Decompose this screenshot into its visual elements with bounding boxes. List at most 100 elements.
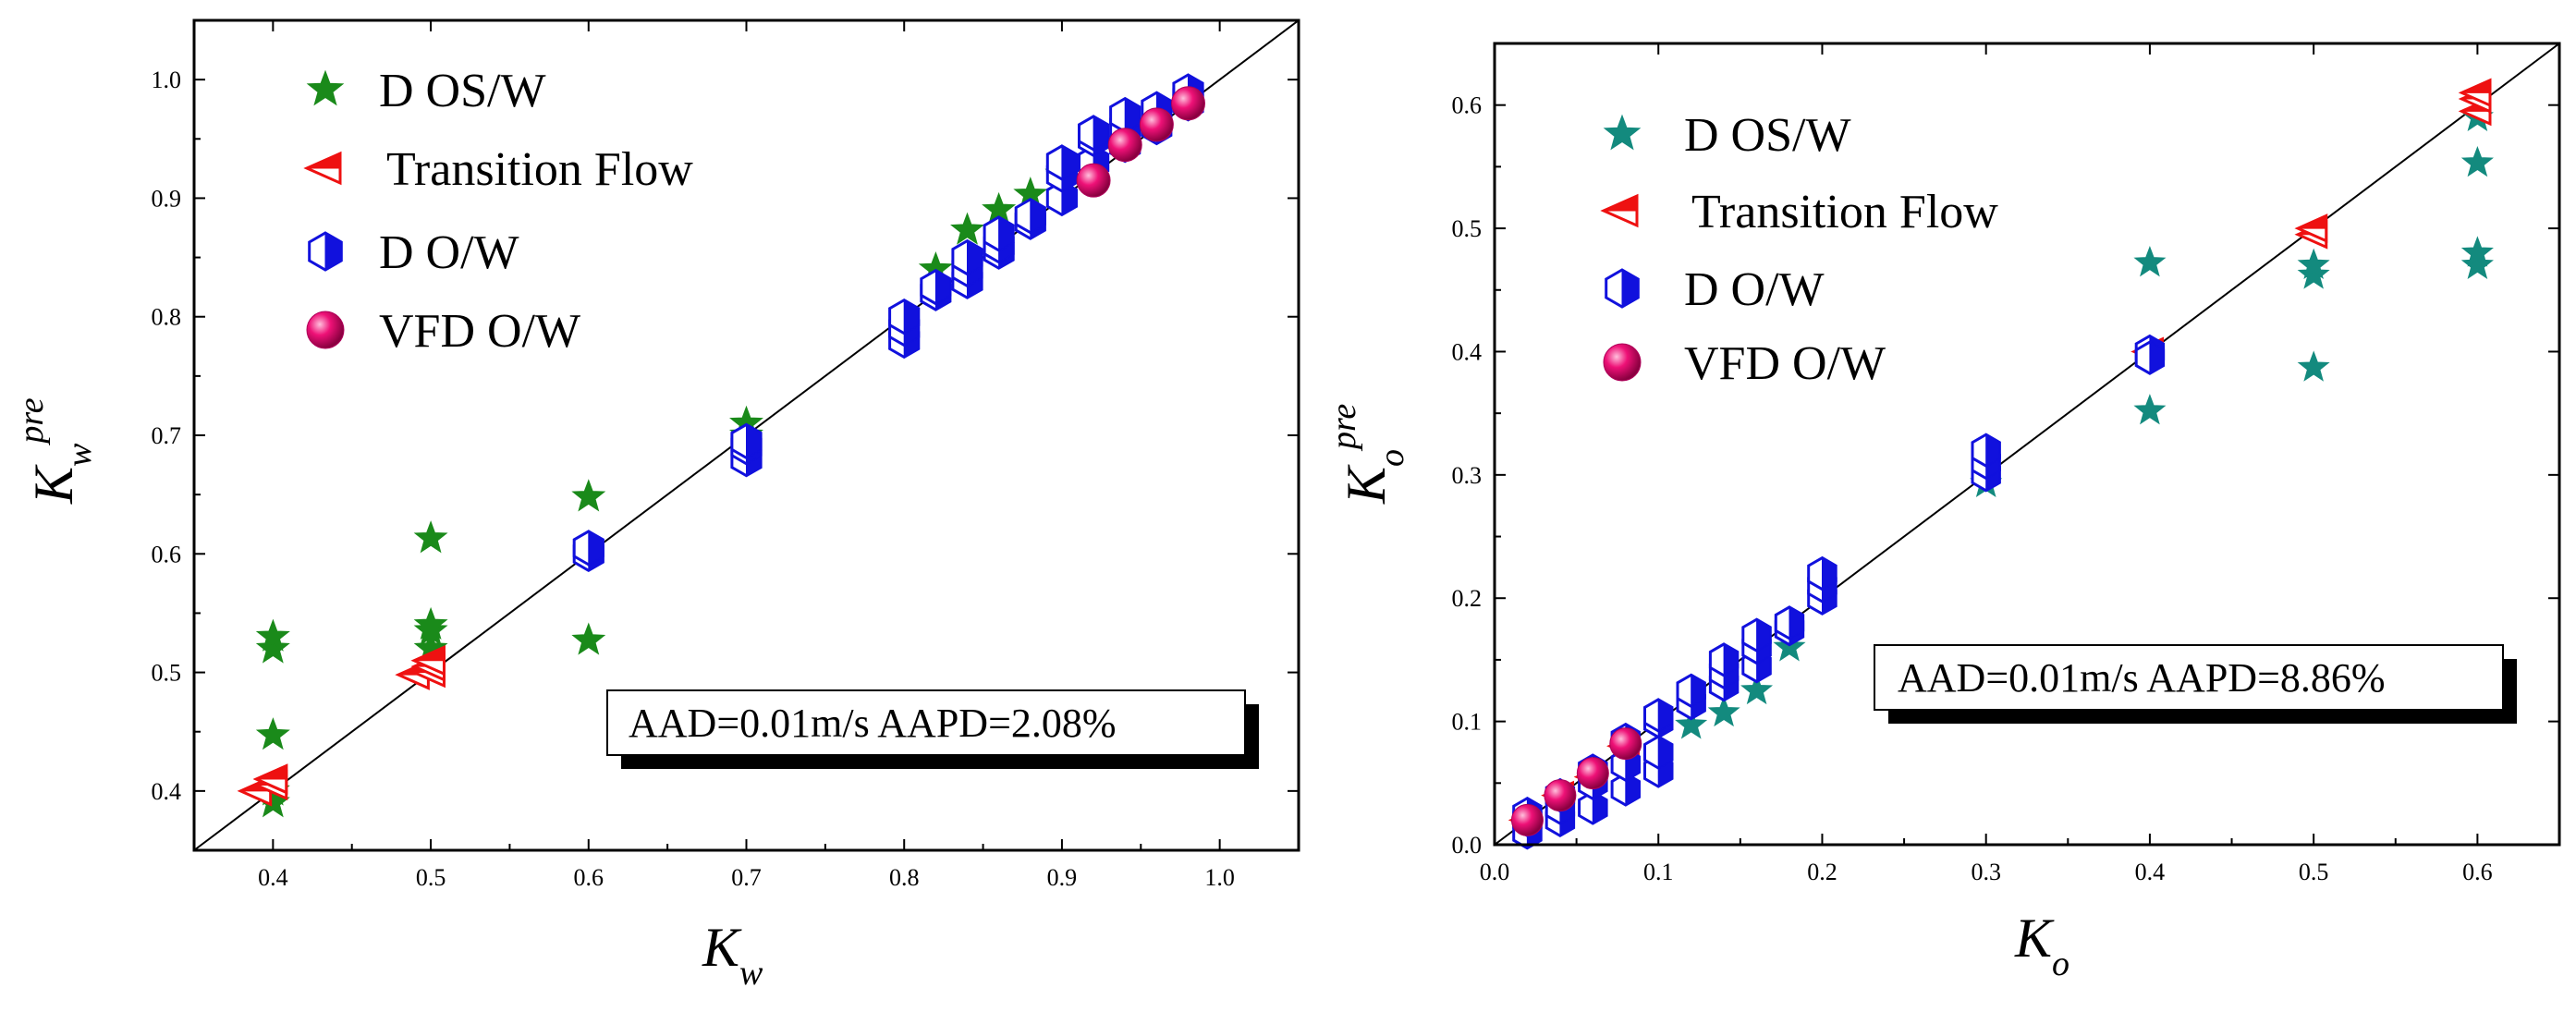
data-point — [1510, 803, 1544, 836]
data-point — [920, 268, 952, 306]
data-point — [2133, 245, 2167, 277]
chart-left: 0.4 0.5 0.6 0.7 0.8 0.9 1.0 0.4 0.5 0.6 0.7 0.8 0.9 1… — [12, 18, 1300, 993]
data-point — [410, 645, 446, 677]
legend-item-vfd-ow: VFD O/W — [1603, 337, 1886, 390]
data-point — [571, 622, 606, 655]
x-tick-label: 0.0 — [1480, 859, 1510, 885]
x-tick-label: 0.6 — [574, 864, 604, 891]
stats-box-body — [1874, 644, 2504, 711]
data-point — [1576, 757, 1609, 790]
data-point — [413, 520, 448, 554]
stats-text: AAD=0.01m/s AAPD=8.86% — [1898, 655, 2386, 701]
series-vfd-o-w — [1510, 727, 1642, 836]
data-point — [1171, 86, 1205, 121]
legend-symbol — [1600, 193, 1639, 228]
legend-marker-d-os-w — [1603, 114, 1642, 151]
x-tick-label: 0.1 — [1643, 859, 1674, 885]
plot-frame — [1493, 42, 2561, 847]
data-point — [255, 717, 290, 750]
x-tick-label: 0.2 — [1807, 859, 1837, 885]
legend-label-d-ow: D O/W — [1684, 263, 1825, 316]
y-tick-label: 0.0 — [1452, 832, 1483, 859]
legend-label-d-ow: D O/W — [379, 226, 519, 279]
chart-right: 0.0 0.1 0.2 0.3 0.4 0.5 0.6 0.0 0.1 0.2 0.3 0.4 0.5 0… — [1325, 42, 2561, 983]
legend: D OS/W Transition Flow D O/W VFD O/W — [1600, 109, 1998, 390]
legend-marker-d-o-w — [1605, 268, 1640, 309]
data-point — [1076, 163, 1111, 198]
legend-symbol — [1603, 114, 1642, 151]
y-axis-title: Kwpre — [12, 397, 99, 505]
series-transition-flow — [237, 645, 446, 807]
x-tick-label: 0.7 — [731, 864, 762, 891]
y-tick-label: 0.6 — [152, 541, 182, 567]
y-tick-label: 0.4 — [152, 778, 182, 805]
legend-item-d-ow: D O/W — [1605, 263, 1825, 316]
x-tick-label: 0.5 — [2299, 859, 2329, 885]
series-layer — [1494, 43, 2560, 850]
data-point — [1643, 698, 1674, 733]
data-point — [2458, 78, 2492, 108]
legend-marker-d-o-w — [308, 231, 343, 272]
data-point — [2460, 248, 2494, 279]
data-point — [1675, 708, 1708, 739]
y-axis-superscript: pre — [1325, 404, 1363, 452]
y-tick-label: 0.8 — [152, 304, 182, 331]
legend-marker-d-os-w — [306, 69, 345, 106]
x-tick-label: 0.9 — [1047, 864, 1078, 891]
data-point — [2460, 145, 2494, 177]
y-tick-label: 0.5 — [1452, 215, 1483, 242]
legend-item-vfd-ow: VFD O/W — [306, 305, 580, 358]
y-tick-label: 0.9 — [152, 185, 182, 212]
data-point — [1610, 772, 1641, 807]
y-axis-symbol: K — [1336, 464, 1397, 505]
y-tick-label: 0.5 — [152, 660, 182, 687]
legend-symbol — [1603, 343, 1642, 382]
data-point — [571, 479, 606, 512]
x-axis-symbol: K — [2014, 908, 2055, 969]
x-tick-label: 0.4 — [2135, 859, 2166, 885]
data-point — [2297, 350, 2330, 382]
y-tick-label: 0.1 — [1452, 709, 1483, 736]
y-tick-label: 1.0 — [152, 67, 182, 93]
data-point — [1676, 673, 1706, 709]
data-point — [2294, 213, 2328, 243]
data-point — [572, 530, 604, 567]
y-tick-label: 0.4 — [1452, 338, 1483, 365]
series-d-o-w — [1512, 334, 2166, 850]
legend-item-d-ow: D O/W — [308, 226, 519, 279]
stats-text: AAD=0.01m/s AAPD=2.08% — [629, 701, 1117, 746]
legend-label-d-osw: D OS/W — [1684, 109, 1851, 162]
data-point — [1107, 128, 1142, 163]
legend-item-d-osw: D OS/W — [306, 65, 546, 117]
series-vfd-o-w — [1076, 86, 1205, 198]
x-axis-subscript: w — [739, 954, 763, 993]
x-tick-label: 0.3 — [1971, 859, 2001, 885]
legend-symbol — [1605, 268, 1640, 309]
legend-item-transition-flow: Transition Flow — [1600, 186, 1998, 238]
legend-label-vfd-ow: VFD O/W — [1684, 337, 1886, 390]
x-axis-title: Kw — [702, 917, 763, 993]
y-axis-subscript: o — [1373, 449, 1411, 467]
data-point — [950, 212, 984, 245]
legend-label-transition-flow: Transition Flow — [1691, 186, 1998, 238]
x-tick-label: 1.0 — [1204, 864, 1235, 891]
y-axis-superscript: pre — [12, 397, 51, 445]
legend-item-d-osw: D OS/W — [1603, 109, 1851, 162]
x-axis-subscript: o — [2052, 945, 2069, 983]
data-point — [1971, 433, 2001, 468]
data-point — [2134, 340, 2166, 375]
x-axis-symbol: K — [702, 917, 742, 978]
data-point — [1741, 617, 1772, 652]
y-axis-title: Kopre — [1325, 404, 1411, 505]
data-point — [730, 422, 763, 460]
x-tick-label: 0.4 — [258, 864, 288, 891]
x-axis-title: Ko — [2014, 908, 2069, 983]
legend-symbol — [306, 69, 345, 106]
data-point — [1045, 179, 1078, 217]
legend-marker-transition-flow — [303, 151, 342, 186]
data-point — [1707, 695, 1740, 727]
data-point — [1609, 727, 1642, 761]
legend-item-transition-flow: Transition Flow — [303, 143, 693, 196]
x-tick-label: 0.6 — [2462, 859, 2493, 885]
axis-ticks: 0.4 0.5 0.6 0.7 0.8 0.9 1.0 0.4 0.5 0.6 0.7 0.8 0.9 1… — [152, 20, 1299, 891]
